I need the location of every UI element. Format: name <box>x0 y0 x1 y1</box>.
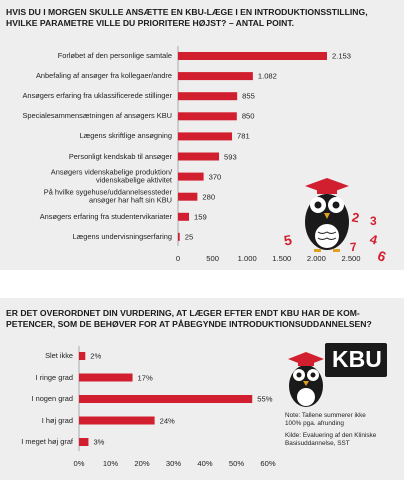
bar <box>178 52 327 60</box>
chart-title: HVIS DU I MORGEN SKULLE ANSÆTTE EN KBU-L… <box>6 7 368 28</box>
badge-text: KBU <box>332 346 382 372</box>
category-label: Slet ikke <box>45 350 73 360</box>
value-label: 55% <box>257 394 273 404</box>
x-tick-label: 40% <box>197 459 213 468</box>
value-label: 855 <box>242 91 255 101</box>
x-tick-label: 0% <box>73 459 85 468</box>
bar <box>79 438 89 446</box>
category-label: Anbefaling af ansøger fra kollegaer/andr… <box>36 70 172 80</box>
decor-number: 3 <box>370 214 377 228</box>
value-label: 2.153 <box>331 51 351 61</box>
bar <box>79 395 253 403</box>
value-label: 1.082 <box>257 71 277 81</box>
chart-title: ER DET OVERORDNET DIN VURDERING, AT LÆGE… <box>6 308 372 329</box>
x-tick-label: 0 <box>175 254 181 263</box>
category-label: Specialesammensætningen af ansøgers KBU <box>22 111 172 121</box>
note: Note: Tallene summerer ikke 100% pga. af… <box>285 412 366 427</box>
value-label: 159 <box>194 212 207 222</box>
value-label: 850 <box>241 111 255 121</box>
category-label: I meget høj graf <box>21 436 73 446</box>
x-tick-label: 2.500 <box>341 254 361 263</box>
bar <box>79 416 155 425</box>
category-label: Lægens skriftlige ansøgning <box>79 131 172 141</box>
x-tick-label: 1.000 <box>237 254 257 263</box>
value-label: 25 <box>184 232 194 242</box>
bar <box>178 172 204 181</box>
x-tick-label: 10% <box>102 459 119 468</box>
owl-illustration <box>288 343 387 407</box>
x-tick-label: 500 <box>206 254 219 263</box>
x-tick-label: 60% <box>260 459 276 468</box>
category-label: Ansøgers erfaring fra uklassificerede st… <box>22 90 172 100</box>
value-label: 593 <box>224 152 237 161</box>
category-label: I nogen grad <box>31 393 73 403</box>
value-label: 24% <box>159 416 175 425</box>
value-label: 2% <box>90 351 102 361</box>
bar <box>178 132 233 141</box>
x-tick-label: 20% <box>134 459 150 468</box>
category-label: Forløbet af den personlige samtale <box>57 50 172 60</box>
category-label: Ansøgers erfaring fra studentervikariate… <box>39 211 172 221</box>
value-label: 280 <box>202 192 216 202</box>
category-label: Ansøgers videnskabelige produktion/ vide… <box>50 167 172 185</box>
source: Kilde: Evaluering af den Kliniske Basisu… <box>285 432 377 447</box>
bar <box>79 373 133 382</box>
bar <box>79 352 86 360</box>
bar <box>178 112 237 121</box>
value-label: 3% <box>93 437 105 447</box>
category-label: Lægens undervisningserfaring <box>72 231 172 241</box>
bar <box>178 92 238 101</box>
panel <box>0 298 404 480</box>
x-tick-label: 30% <box>165 459 182 468</box>
category-label: I høj grad <box>41 415 73 425</box>
bar <box>178 232 180 241</box>
x-tick-label: 50% <box>228 459 245 468</box>
category-label: I ringe grad <box>35 372 73 382</box>
bar <box>178 72 253 81</box>
bar <box>178 152 220 161</box>
bar <box>178 212 190 221</box>
category-label: På hvilke sygehuse/uddannelsessteder ans… <box>43 187 172 205</box>
value-label: 17% <box>137 373 153 382</box>
x-tick-label: 1.500 <box>272 254 292 263</box>
value-label: 370 <box>208 172 222 182</box>
decor-number: 7 <box>349 239 358 255</box>
owl-illustration <box>305 178 349 252</box>
bar <box>178 192 198 201</box>
category-label: Personligt kendskab til ansøger <box>68 151 172 161</box>
x-tick-label: 2.000 <box>306 254 326 263</box>
value-label: 781 <box>237 131 250 141</box>
